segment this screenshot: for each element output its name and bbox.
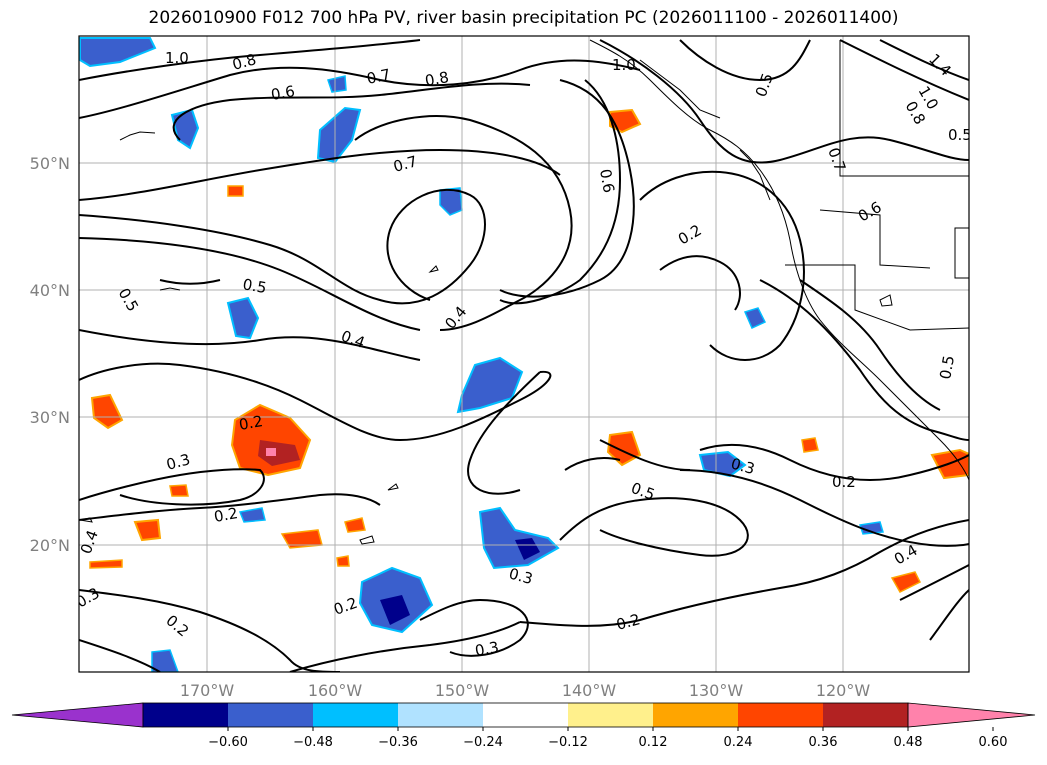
lon-label: 160°W — [308, 681, 363, 700]
colorbar-tick-label: 0.48 — [894, 735, 923, 750]
colorbar-extend-low — [11, 702, 144, 728]
contour-label: 0.7 — [391, 152, 419, 176]
contour-label: 0.5 — [241, 275, 268, 297]
latitude-labels: 50°N 40°N 30°N 20°N — [30, 154, 70, 555]
colorbar-tick-label: −0.24 — [463, 735, 503, 750]
colorbar-segment — [398, 703, 483, 727]
contour-label: 0.3 — [507, 564, 535, 588]
contour-label: 0.2 — [238, 412, 265, 434]
lon-label: 150°W — [435, 681, 490, 700]
lat-label: 30°N — [30, 408, 70, 427]
lon-label: 120°W — [816, 681, 871, 700]
contour-label: 0.4 — [77, 528, 102, 557]
longitude-labels: 170°W 160°W 150°W 140°W 130°W 120°W — [180, 681, 871, 700]
colorbar-segment — [483, 703, 568, 727]
colorbar-segment — [738, 703, 823, 727]
colorbar-tick-label: −0.60 — [208, 735, 248, 750]
colorbar-tick-label: −0.48 — [293, 735, 333, 750]
map-plot-area: 1.0 0.8 0.6 0.7 0.8 1.0 0.5 1.4 1.0 0.8 … — [77, 36, 972, 672]
colorbar-tick-label: 0.60 — [979, 735, 1008, 750]
contour-label: 0.2 — [614, 610, 642, 634]
contour-label: 0.3 — [164, 450, 192, 474]
colorbar-extend-high — [907, 702, 1036, 728]
contour-label: 0.2 — [832, 473, 856, 491]
gridlines — [79, 36, 969, 672]
colorbar-tick-label: −0.36 — [378, 735, 418, 750]
lon-label: 140°W — [562, 681, 617, 700]
contour-label: 0.3 — [474, 638, 501, 660]
lon-label: 130°W — [689, 681, 744, 700]
lat-label: 20°N — [30, 536, 70, 555]
colorbar-tick-label: 0.24 — [724, 735, 753, 750]
contour-label: 1.0 — [612, 56, 636, 74]
contour-label: 1.0 — [165, 49, 189, 67]
pv-contours — [79, 39, 969, 672]
contour-label: 0.3 — [729, 454, 757, 478]
contour-label: 0.7 — [365, 65, 392, 88]
contour-label: 0.8 — [230, 50, 258, 74]
colorbar-segment — [143, 703, 228, 727]
lon-label: 170°W — [180, 681, 235, 700]
map-frame — [78, 35, 970, 673]
contour-label: 0.5 — [948, 126, 972, 144]
colorbar: −0.60 −0.48 −0.36 −0.24 −0.12 0.12 0.24 0.36 0.4… — [11, 702, 1036, 750]
colorbar-segment — [228, 703, 313, 727]
contour-label: 0.2 — [213, 504, 240, 526]
contour-label: 0.8 — [424, 68, 451, 90]
lat-label: 40°N — [30, 281, 70, 300]
precipitation-shading — [79, 37, 969, 672]
lat-label: 50°N — [30, 154, 70, 173]
colorbar-tick-label: 0.36 — [809, 735, 838, 750]
map-title: 2026010900 F012 700 hPa PV, river basin … — [148, 8, 899, 28]
colorbar-segment — [568, 703, 653, 727]
colorbar-tick-label: −0.12 — [548, 735, 588, 750]
colorbar-tick-label: 0.12 — [639, 735, 668, 750]
colorbar-frame — [142, 702, 909, 728]
contour-label: 0.5 — [936, 354, 958, 381]
coastlines — [79, 39, 969, 545]
colorbar-segment — [313, 703, 398, 727]
colorbar-segment — [823, 703, 908, 727]
colorbar-segment — [653, 703, 738, 727]
contour-label: 0.6 — [270, 82, 297, 104]
contour-label: 0.6 — [596, 168, 618, 195]
